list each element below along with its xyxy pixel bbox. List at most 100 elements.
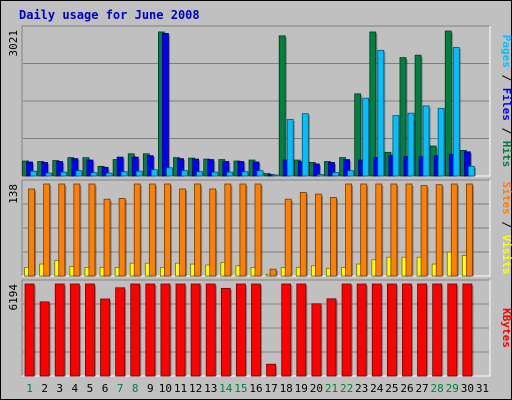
chart-title: Daily usage for June 2008 bbox=[19, 8, 200, 22]
bar-pages-23 bbox=[362, 97, 370, 177]
bar-files-14 bbox=[222, 161, 230, 177]
bar-kbytes-25 bbox=[386, 283, 397, 377]
legend-entry: / bbox=[500, 121, 512, 141]
day-label: 28 bbox=[431, 382, 444, 395]
bar-pages-20 bbox=[316, 174, 324, 177]
day-label: 5 bbox=[87, 382, 94, 395]
bar-kbytes-4 bbox=[69, 283, 80, 377]
day-label: 1 bbox=[26, 382, 33, 395]
legend-entry: Sites bbox=[500, 182, 512, 215]
bar-kbytes-3 bbox=[54, 283, 65, 377]
bar-hits-26 bbox=[399, 57, 407, 177]
series-sites bbox=[28, 183, 474, 277]
bar-files-20 bbox=[312, 163, 320, 177]
bar-files-12 bbox=[192, 158, 200, 177]
bar-sites-26 bbox=[405, 183, 413, 277]
series-pages bbox=[30, 47, 476, 177]
bar-kbytes-30 bbox=[462, 283, 473, 377]
bar-pages-26 bbox=[407, 112, 415, 177]
bar-kbytes-16 bbox=[251, 283, 261, 377]
bar-pages-7 bbox=[120, 171, 128, 177]
bar-pages-3 bbox=[60, 171, 68, 177]
bar-pages-21 bbox=[332, 172, 339, 177]
day-label: 2 bbox=[41, 382, 48, 395]
day-label: 10 bbox=[159, 382, 172, 395]
bar-files-13 bbox=[207, 159, 215, 177]
bar-kbytes-18 bbox=[281, 283, 292, 377]
day-label: 11 bbox=[174, 382, 187, 395]
bar-sites-5 bbox=[88, 183, 96, 277]
day-label: 17 bbox=[264, 382, 277, 395]
bar-sites-4 bbox=[73, 183, 81, 277]
bar-sites-8 bbox=[133, 183, 141, 277]
panel-kbytes: 6194 KBytes bbox=[7, 279, 512, 377]
bar-files-4 bbox=[71, 158, 79, 177]
bar-files-6 bbox=[101, 166, 109, 177]
bar-sites-21 bbox=[330, 197, 337, 277]
bar-files-7 bbox=[116, 156, 124, 177]
bar-kbytes-19 bbox=[296, 283, 307, 377]
day-label: 8 bbox=[132, 382, 139, 395]
y-max-label: 3021 bbox=[7, 30, 20, 57]
bar-pages-27 bbox=[422, 105, 430, 177]
bar-files-30 bbox=[463, 151, 471, 177]
series-legend: Pages / Files / Hits bbox=[500, 35, 512, 168]
bar-kbytes-15 bbox=[236, 283, 246, 377]
bar-pages-25 bbox=[392, 115, 400, 177]
legend-entry: Files bbox=[500, 88, 512, 121]
bar-files-21 bbox=[328, 162, 335, 177]
bar-pages-14 bbox=[226, 171, 234, 177]
bar-pages-17 bbox=[271, 174, 279, 177]
bar-pages-24 bbox=[377, 49, 385, 177]
bar-sites-11 bbox=[179, 188, 186, 277]
day-label: 22 bbox=[340, 382, 353, 395]
bar-pages-8 bbox=[135, 170, 143, 177]
legend-entry: / bbox=[500, 215, 512, 235]
bar-pages-12 bbox=[196, 171, 204, 177]
legend-entry: Pages bbox=[500, 35, 512, 68]
bar-sites-9 bbox=[148, 183, 156, 277]
day-label: 14 bbox=[219, 382, 233, 395]
day-label: 29 bbox=[446, 382, 459, 395]
panel-bevel-dark bbox=[21, 25, 490, 176]
bar-kbytes-26 bbox=[402, 283, 412, 377]
bar-hits-29 bbox=[444, 30, 452, 177]
bar-sites-22 bbox=[345, 183, 352, 277]
y-max-label: 6194 bbox=[7, 284, 20, 311]
bar-kbytes-7 bbox=[115, 287, 126, 377]
bar-sites-12 bbox=[194, 183, 202, 277]
panel-bevel-dark bbox=[21, 279, 490, 376]
bar-hits-18 bbox=[278, 35, 286, 177]
day-label: 9 bbox=[147, 382, 154, 395]
day-label: 30 bbox=[461, 382, 474, 395]
panel-visits-sites: 138 Sites / Visits bbox=[7, 179, 512, 277]
day-label: 12 bbox=[189, 382, 202, 395]
bar-files-5 bbox=[86, 159, 94, 177]
bar-files-11 bbox=[177, 158, 184, 177]
day-label: 4 bbox=[72, 382, 79, 395]
bar-files-22 bbox=[343, 159, 350, 177]
bar-sites-20 bbox=[314, 193, 322, 277]
y-max-label: 138 bbox=[7, 184, 20, 204]
bar-sites-24 bbox=[375, 183, 383, 277]
bar-kbytes-5 bbox=[85, 283, 95, 377]
legend-entry: KBytes bbox=[500, 308, 512, 348]
bar-files-15 bbox=[237, 161, 245, 177]
bar-kbytes-29 bbox=[447, 283, 458, 377]
bar-kbytes-17 bbox=[266, 363, 276, 377]
day-label: 15 bbox=[234, 382, 247, 395]
bar-sites-13 bbox=[209, 188, 217, 277]
bar-pages-30 bbox=[467, 165, 475, 177]
day-labels: 1 2 3 4 5 6 7 8 9 10 11 12 13 14 15 16 17 18 19 20 21 22 23 24 2… bbox=[26, 382, 489, 395]
bar-kbytes-6 bbox=[100, 298, 110, 377]
bar-pages-28 bbox=[437, 107, 445, 177]
bar-pages-29 bbox=[452, 47, 460, 177]
bar-files-10 bbox=[162, 33, 169, 177]
bar-kbytes-12 bbox=[190, 283, 201, 377]
day-label: 6 bbox=[102, 382, 109, 395]
bar-files-2 bbox=[41, 162, 49, 177]
bar-kbytes-14 bbox=[220, 287, 231, 377]
bar-kbytes-20 bbox=[311, 303, 322, 377]
bar-hits-24 bbox=[369, 31, 377, 177]
